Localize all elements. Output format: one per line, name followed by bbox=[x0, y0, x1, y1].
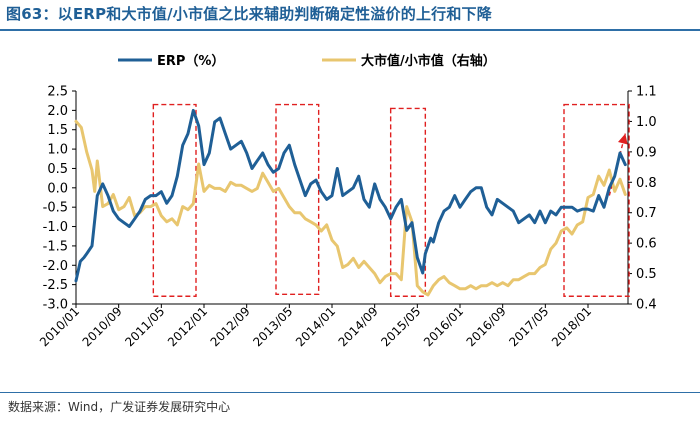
right-tick-label: 0.5 bbox=[636, 267, 657, 282]
left-tick-label: 0.0 bbox=[47, 181, 68, 196]
left-tick-label: 0.5 bbox=[47, 162, 68, 177]
x-tick-label: 2015/05 bbox=[378, 304, 423, 349]
figure-title: 图63：以ERP和大市值/小市值之比来辅助判断确定性溢价的上行和下降 bbox=[6, 5, 492, 23]
x-tick-label: 2016/01 bbox=[421, 304, 466, 349]
x-tick-label: 2012/01 bbox=[165, 304, 210, 349]
legend-ratio-label: 大市值/小市值（右轴） bbox=[361, 53, 496, 69]
dashed-highlight-box bbox=[152, 103, 197, 297]
right-tick-label: 0.8 bbox=[636, 176, 657, 191]
legend-erp-label: ERP（%） bbox=[157, 53, 224, 69]
x-tick-label: 2017/05 bbox=[506, 304, 551, 349]
left-tick-label: -0.5 bbox=[43, 201, 68, 216]
left-tick-label: -2.5 bbox=[43, 278, 68, 293]
right-tick-label: 0.6 bbox=[636, 237, 657, 252]
chart: 2.5 2.0 1.5 1.0 0.5 0.0 -0.5 -1.0 -1.5 -2.0 -2.5 -3… bbox=[37, 53, 657, 349]
ratio-series-line bbox=[74, 119, 627, 297]
left-tick-label: -1.0 bbox=[43, 220, 68, 235]
left-tick-label: 1.0 bbox=[47, 143, 68, 158]
dashed-highlight-box bbox=[389, 107, 427, 297]
left-tick-label: 2.5 bbox=[47, 85, 68, 100]
erp-series-line bbox=[74, 108, 627, 283]
x-tick-label: 2016/09 bbox=[464, 304, 509, 349]
left-tick-label: -3.0 bbox=[43, 298, 68, 313]
x-tick-label: 2013/05 bbox=[250, 304, 295, 349]
left-tick-label: -2.0 bbox=[43, 259, 68, 274]
source-note: 数据来源：Wind，广发证券发展研究中心 bbox=[8, 400, 231, 414]
bottom-rule bbox=[0, 392, 700, 393]
dashed-highlight-box bbox=[275, 103, 320, 296]
right-tick-label: 0.4 bbox=[636, 298, 657, 313]
arrow-head bbox=[617, 133, 628, 145]
x-tick-label: 2011/05 bbox=[122, 304, 167, 349]
x-tick-label: 2014/01 bbox=[293, 304, 338, 349]
annotation-boxes bbox=[152, 103, 630, 297]
right-tick-label: 1.0 bbox=[636, 115, 657, 130]
legend: ERP（%） 大市值/小市值（右轴） bbox=[118, 53, 496, 69]
x-tick-label: 2012/09 bbox=[208, 304, 253, 349]
dashed-highlight-box bbox=[563, 103, 630, 297]
left-tick-label: 2.0 bbox=[47, 104, 68, 119]
right-tick-label: 1.1 bbox=[636, 85, 657, 100]
title-rule bbox=[0, 29, 700, 31]
right-tick-label: 0.9 bbox=[636, 145, 657, 160]
series-lines bbox=[74, 108, 627, 297]
left-tick-label: -1.5 bbox=[43, 239, 68, 254]
x-tick-label: 2014/09 bbox=[336, 304, 381, 349]
left-tick-label: 1.5 bbox=[47, 123, 68, 138]
x-tick-label: 2010/09 bbox=[80, 304, 125, 349]
x-tick-label: 2018/01 bbox=[549, 304, 594, 349]
right-tick-label: 0.7 bbox=[636, 206, 657, 221]
